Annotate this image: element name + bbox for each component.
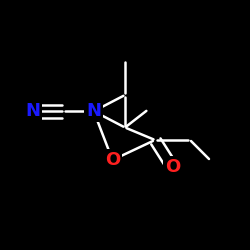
- Text: N: N: [86, 102, 101, 120]
- Text: O: O: [105, 151, 120, 169]
- Text: N: N: [25, 102, 40, 120]
- Text: O: O: [165, 158, 180, 176]
